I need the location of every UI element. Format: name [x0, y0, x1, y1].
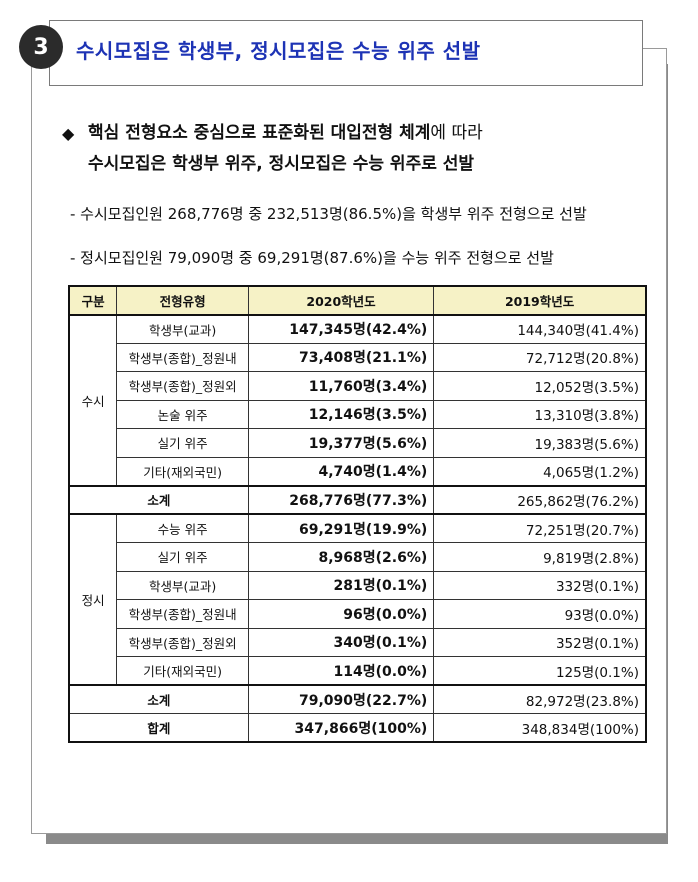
table-row: 기타(재외국민) 114명(0.0%) 125명(0.1%)	[69, 656, 647, 686]
value-2019: 19,383명(5.6%)	[433, 428, 647, 458]
table-header-row: 구분 전형유형 2020학년도 2019학년도	[68, 285, 647, 315]
type-cell: 학생부(종합)_정원외	[116, 371, 249, 401]
value-2019: 82,972명(23.8%)	[433, 684, 647, 714]
value-2019: 12,052명(3.5%)	[433, 371, 647, 401]
header-category: 구분	[68, 285, 118, 315]
type-cell: 학생부(교과)	[116, 570, 249, 600]
value-2019: 144,340명(41.4%)	[433, 313, 647, 344]
table-row: 학생부(교과) 281명(0.1%) 332명(0.1%)	[69, 570, 647, 600]
table-row: 기타(재외국민) 4,740명(1.4%) 4,065명(1.2%)	[69, 456, 647, 486]
sub-item-jeongsi: - 정시모집인원 79,090명 중 69,291명(87.6%)을 수능 위주…	[70, 249, 554, 267]
value-2020: 347,866명(100%)	[247, 713, 435, 743]
section-header	[49, 20, 643, 86]
type-cell: 기타(재외국민)	[116, 656, 249, 686]
type-cell: 학생부(종합)_정원내	[116, 599, 249, 629]
value-2020: 147,345명(42.4%)	[247, 313, 435, 344]
value-2019: 348,834명(100%)	[433, 713, 647, 743]
table-row: 실기 위주 19,377명(5.6%) 19,383명(5.6%)	[69, 428, 647, 458]
section-number-badge: 3	[19, 25, 63, 69]
table-row: 논술 위주 12,146명(3.5%) 13,310명(3.8%)	[69, 399, 647, 429]
value-2019: 93명(0.0%)	[433, 599, 647, 629]
header-2020: 2020학년도	[247, 285, 435, 315]
value-2020: 268,776명(77.3%)	[247, 484, 435, 515]
table-row: 수시 학생부(교과) 147,345명(42.4%) 144,340명(41.4…	[68, 313, 647, 486]
type-cell: 논술 위주	[116, 399, 249, 429]
table-row: 학생부(종합)_정원내 73,408명(21.1%) 72,712명(20.8%…	[69, 342, 647, 372]
value-2020: 4,740명(1.4%)	[247, 456, 435, 486]
bullet-line-2: 수시모집은 학생부 위주, 정시모집은 수능 위주로 선발	[88, 154, 475, 174]
section-title: 수시모집은 학생부, 정시모집은 수능 위주 선발	[76, 39, 481, 63]
value-2020: 11,760명(3.4%)	[247, 371, 435, 401]
bullet-line-1-rest: 에 따라	[430, 123, 483, 143]
value-2019: 125명(0.1%)	[433, 656, 647, 686]
value-2020: 281명(0.1%)	[247, 570, 435, 600]
value-2020: 114명(0.0%)	[247, 656, 435, 686]
subtotal-label: 소계	[68, 684, 249, 714]
category-susi: 수시	[68, 313, 118, 486]
type-cell: 실기 위주	[116, 428, 249, 458]
type-cell: 기타(재외국민)	[116, 456, 249, 486]
sub-item-susi: - 수시모집인원 268,776명 중 232,513명(86.5%)을 학생부…	[70, 205, 587, 223]
table-row: 학생부(종합)_정원외 11,760명(3.4%) 12,052명(3.5%)	[69, 371, 647, 401]
subtotal-row-jeongsi: 소계 79,090명(22.7%) 82,972명(23.8%)	[68, 684, 647, 714]
total-label: 합계	[68, 713, 249, 743]
total-row: 합계 347,866명(100%) 348,834명(100%)	[68, 713, 647, 743]
value-2020: 69,291명(19.9%)	[247, 513, 435, 543]
value-2019: 9,819명(2.8%)	[433, 542, 647, 572]
value-2019: 352명(0.1%)	[433, 627, 647, 657]
diamond-bullet-icon: ◆	[62, 124, 75, 143]
bullet-line-1: 핵심 전형요소 중심으로 표준화된 대입전형 체계에 따라	[88, 118, 483, 149]
admission-table: 구분 전형유형 2020학년도 2019학년도 수시 학생부(교과) 147,3…	[68, 285, 647, 743]
table-row: 실기 위주 8,968명(2.6%) 9,819명(2.8%)	[69, 542, 647, 572]
subtotal-row-susi: 소계 268,776명(77.3%) 265,862명(76.2%)	[68, 484, 647, 515]
header-type: 전형유형	[116, 285, 249, 315]
value-2020: 73,408명(21.1%)	[247, 342, 435, 372]
value-2019: 13,310명(3.8%)	[433, 399, 647, 429]
value-2020: 19,377명(5.6%)	[247, 428, 435, 458]
value-2019: 72,251명(20.7%)	[433, 513, 647, 543]
value-2020: 12,146명(3.5%)	[247, 399, 435, 429]
table-row: 정시 수능 위주 69,291명(19.9%) 72,251명(20.7%)	[68, 513, 647, 686]
value-2020: 8,968명(2.6%)	[247, 542, 435, 572]
table-row: 학생부(종합)_정원외 340명(0.1%) 352명(0.1%)	[69, 627, 647, 657]
value-2019: 332명(0.1%)	[433, 570, 647, 600]
type-cell: 수능 위주	[116, 513, 249, 543]
value-2020: 96명(0.0%)	[247, 599, 435, 629]
category-jeongsi: 정시	[68, 513, 118, 686]
bullet-line-1-bold: 핵심 전형요소 중심으로 표준화된 대입전형 체계	[88, 123, 431, 143]
type-cell: 학생부(종합)_정원내	[116, 342, 249, 372]
type-cell: 학생부(교과)	[116, 313, 249, 344]
value-2019: 265,862명(76.2%)	[433, 484, 647, 515]
value-2019: 72,712명(20.8%)	[433, 342, 647, 372]
type-cell: 학생부(종합)_정원외	[116, 627, 249, 657]
value-2020: 340명(0.1%)	[247, 627, 435, 657]
header-2019: 2019학년도	[433, 285, 647, 315]
table-row: 학생부(종합)_정원내 96명(0.0%) 93명(0.0%)	[69, 599, 647, 629]
subtotal-label: 소계	[68, 484, 249, 515]
type-cell: 실기 위주	[116, 542, 249, 572]
value-2019: 4,065명(1.2%)	[433, 456, 647, 486]
value-2020: 79,090명(22.7%)	[247, 684, 435, 714]
